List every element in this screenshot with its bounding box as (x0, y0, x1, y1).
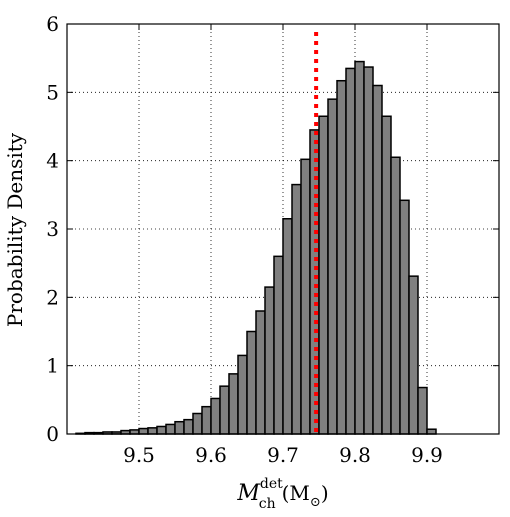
x-tick-label: 9.5 (123, 443, 155, 467)
y-tick-label: 1 (46, 354, 59, 378)
x-tick-label: 9.7 (267, 443, 299, 467)
bar (129, 429, 140, 435)
bar (309, 129, 320, 435)
bar (156, 425, 167, 435)
x-tick-label: 9.8 (339, 443, 371, 467)
bar (138, 427, 149, 435)
bar (210, 397, 221, 435)
bar (237, 354, 248, 435)
bar (336, 79, 347, 435)
bar (201, 405, 212, 435)
y-tick-label: 5 (46, 80, 59, 104)
bar (291, 183, 302, 435)
y-tick-label: 0 (46, 422, 59, 446)
x-axis-label: Mdet ch (M⊙) (236, 476, 328, 512)
bar (264, 286, 275, 435)
bar (390, 156, 401, 435)
x-tick-label: 9.6 (195, 443, 227, 467)
bar (183, 418, 194, 435)
bar (381, 115, 392, 435)
bar (219, 385, 230, 435)
y-tick-label: 3 (46, 217, 59, 241)
y-tick-label: 6 (46, 12, 59, 36)
bar (327, 98, 338, 435)
bar (300, 158, 311, 435)
bar (417, 386, 428, 435)
y-axis-label: Probability Density (3, 132, 27, 327)
bar (372, 84, 383, 435)
bar (192, 412, 203, 435)
bar (165, 423, 176, 435)
bar (363, 66, 374, 435)
bar (273, 255, 284, 435)
bar (345, 67, 356, 435)
bar (228, 373, 239, 435)
bar (354, 60, 365, 435)
bar (426, 428, 437, 435)
x-label-unit-close: ) (321, 481, 329, 505)
x-label-symbol: M (236, 481, 260, 506)
bar (255, 310, 266, 435)
x-label-unit: (M (282, 481, 310, 505)
bar (147, 427, 158, 435)
x-label-sup: det (260, 476, 283, 492)
x-label-unit-sub: ⊙ (310, 495, 321, 510)
x-tick-label: 9.9 (411, 443, 443, 467)
bar (282, 218, 293, 435)
x-label-sub: ch (259, 496, 276, 512)
bar (408, 275, 419, 435)
bar (174, 420, 185, 435)
bar (318, 115, 329, 435)
bar (246, 330, 257, 435)
y-tick-label: 2 (46, 285, 59, 309)
bar (399, 199, 410, 435)
plot-frame (66, 23, 500, 435)
y-tick-label: 4 (46, 149, 59, 173)
